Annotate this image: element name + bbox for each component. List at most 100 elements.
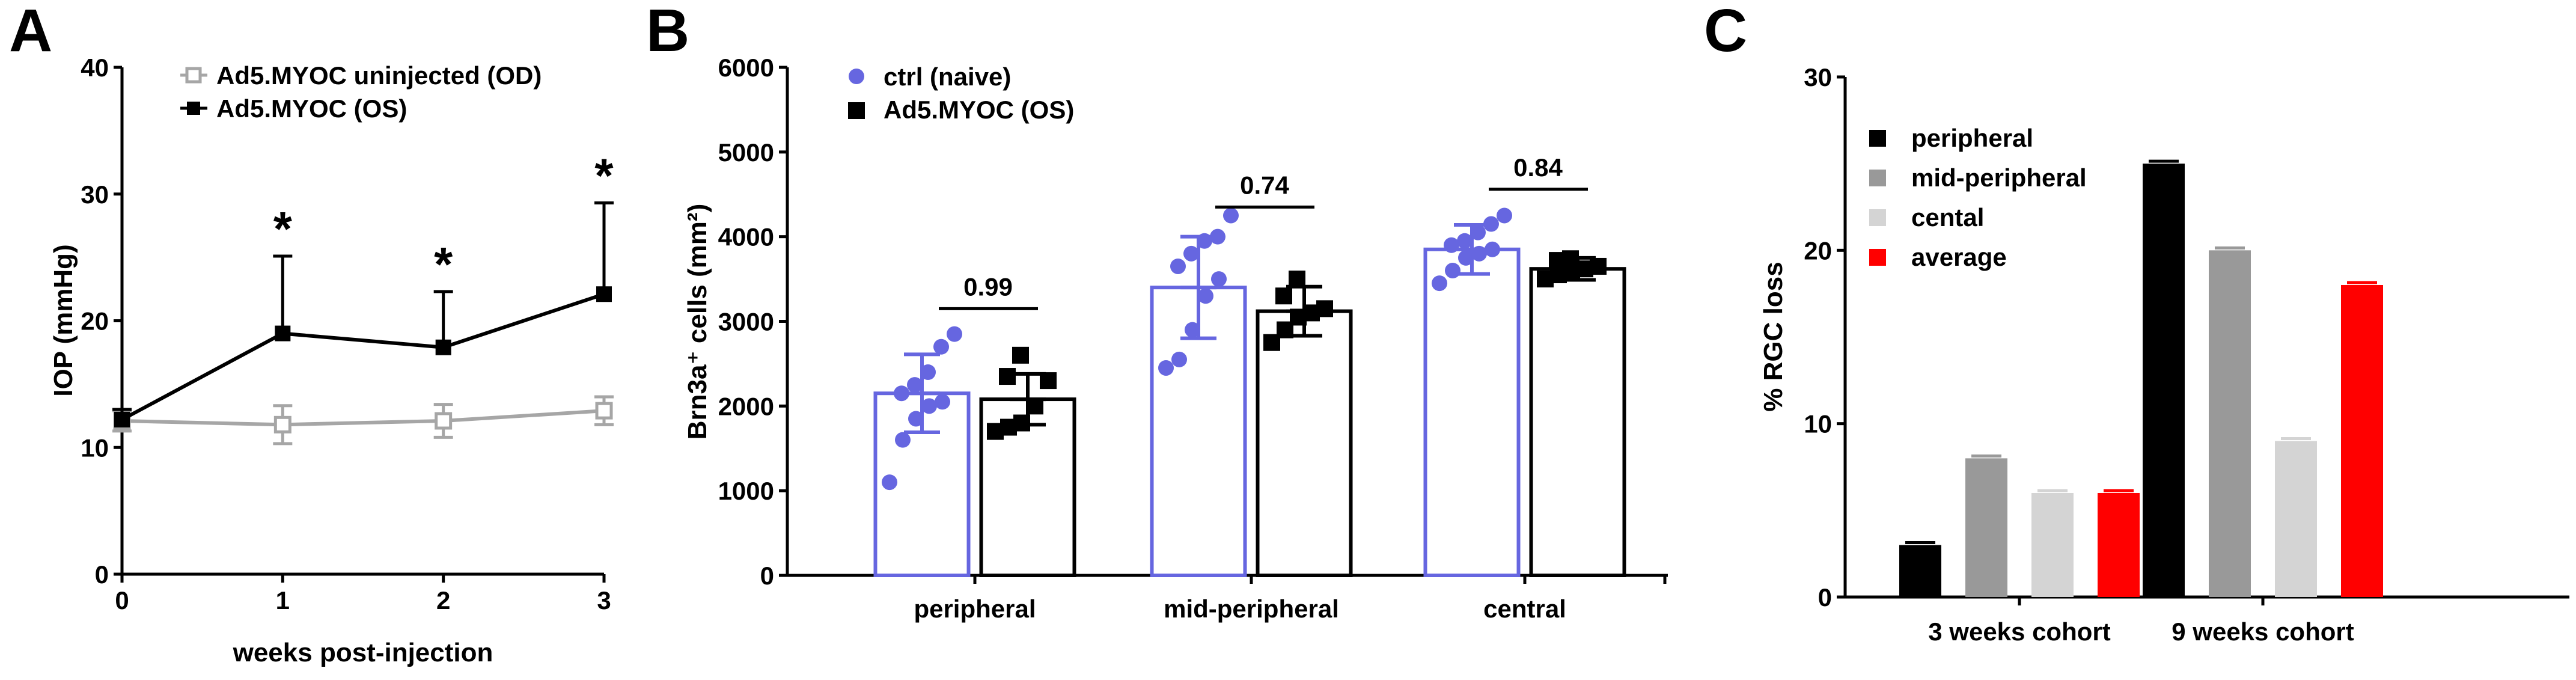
panel-a-significance-star: * [594,149,614,203]
panel-b-x-tick-label: central [1483,595,1566,623]
panel-b-p-value: 0.84 [1513,153,1563,182]
legend-b-os-marker [848,102,865,119]
legend-c-swatch [1869,249,1886,266]
panel-b-bar-os [1529,267,1626,577]
panel-b-point-ctrl [1223,207,1239,224]
panel-a-point-os [275,325,291,342]
panel-b-bars [873,207,1626,577]
panel-c-letter: C [1704,0,1747,64]
panel-a-y-tick-label: 20 [81,307,109,335]
panel-a-x-tick-label: 0 [115,586,129,614]
panel-c-x-tick-label: 3 weeks cohort [1928,617,2110,646]
panel-b-point-ctrl [895,432,911,448]
panel-a-point-os [596,286,612,302]
panel-a-significance-star: * [434,237,453,291]
panel-b-y-tick-label: 0 [760,562,774,590]
panel-b-point-ctrl [1497,207,1512,224]
panel-a-y-axis-title: IOP (mmHg) [49,244,78,396]
panel-c-x-ticks: 3 weeks cohort 9 weeks cohort [1928,597,2354,646]
panel-b-letter: B [646,0,689,64]
panel-a-x-tick-label: 2 [436,586,450,614]
legend-c-swatch [1869,130,1886,147]
panel-a-series [112,201,614,446]
panel-c-bar-average [2341,285,2383,597]
panel-c-y-tick-label: 10 [1804,410,1832,438]
panel-b-p-value: 0.74 [1240,171,1289,199]
panel-b-y-tick-label: 1000 [718,477,774,505]
panel-c-y-ticks: 0 10 20 30 [1804,63,1845,611]
panel-b-y-tick-label: 4000 [718,223,774,251]
panel-a-x-ticks: 0 1 2 3 [115,574,611,614]
panel-b-point-ctrl [1185,322,1200,338]
legend-b-ctrl-label: ctrl (naive) [884,63,1011,91]
panel-b-point-os [999,368,1016,385]
panel-b-legend: ctrl (naive) Ad5.MYOC (OS) [848,63,1074,124]
panel-a-annotations: * * * [273,149,614,292]
panel-b-x-ticks: peripheral mid-peripheral central [914,575,1667,623]
legend-c-label: cental [1911,203,1984,231]
panel-b-point-ctrl [882,474,897,491]
panel-b-point-ctrl [1170,258,1186,274]
panel-a-point-os [435,339,451,355]
panel-a-line-os [121,292,605,421]
panel-b-point-ctrl [1458,250,1474,266]
panel-a-y-ticks: 0 10 20 30 40 [81,54,122,589]
panel-b-point-ctrl [933,338,949,355]
panel-a-legend: Ad5.MYOC uninjected (OD) Ad5.MYOC (OS) [180,61,542,123]
panel-b-point-ctrl [1210,228,1225,245]
panel-b-y-ticks: 0 1000 2000 3000 4000 5000 6000 [718,54,787,590]
panel-a-x-tick-label: 1 [276,586,290,614]
panel-b-point-ctrl [908,411,924,427]
panel-b-point-ctrl [894,385,909,402]
panel-b-y-axis-title: Brn3a⁺ cells (mm²) [683,204,712,440]
panel-c-bar-cental [2275,441,2317,597]
panel-c-bar-chart: C 0 10 20 30 3 weeks cohort 9 weeks cohort %… [1704,0,2569,646]
panel-b-point-ctrl [1183,245,1199,262]
panel-c-y-tick-label: 0 [1818,583,1832,611]
legend-c-label: average [1911,243,2007,271]
panel-a-line-od [121,409,605,427]
panel-a-y-tick-label: 30 [81,180,109,209]
panel-b-point-ctrl [1483,216,1499,232]
panel-c-bar-mid-peripheral [2209,250,2251,597]
panel-b-point-ctrl [921,398,937,414]
panel-b-y-tick-label: 3000 [718,308,774,336]
legend-a-od-marker [185,67,202,84]
panel-c-x-tick-label: 9 weeks cohort [2172,617,2354,646]
legend-c-label: peripheral [1911,124,2033,152]
panel-a-letter: A [9,0,52,64]
panel-b-x-tick-label: peripheral [914,595,1036,623]
panel-b-point-os [1012,346,1029,364]
panel-b-comparisons: 0.99 0.74 0.84 [939,153,1588,310]
panel-a-y-tick-label: 0 [95,560,109,589]
panel-b-point-ctrl [1198,288,1213,304]
panel-a-y-tick-label: 10 [81,433,109,462]
legend-c-label: mid-peripheral [1911,164,2087,192]
panel-b-point-ctrl [907,377,923,393]
legend-c-swatch [1869,170,1886,186]
panel-c-bar-peripheral [2143,164,2185,598]
panel-b-point-ctrl [1485,241,1500,257]
panel-b-point-ctrl [1211,271,1227,287]
panel-c-bar-cental [2031,493,2074,597]
panel-b-p-value: 0.99 [963,272,1013,301]
panel-b-point-ctrl [947,326,962,342]
legend-c-swatch [1869,209,1886,226]
panel-a-significance-star: * [273,202,293,256]
panel-c-y-tick-label: 30 [1804,63,1832,91]
legend-b-os-label: Ad5.MYOC (OS) [884,96,1074,124]
panel-b-y-tick-label: 6000 [718,54,774,82]
panel-b-bar-chart: B 0 1000 2000 3000 4000 5000 6000 peripheral mi… [646,0,1668,623]
panel-a-y-tick-label: 40 [81,54,109,82]
panel-b-point-ctrl [1158,360,1174,376]
panel-b-point-os [1289,271,1305,288]
panel-b-point-ctrl [1457,233,1473,249]
legend-a-od-label: Ad5.MYOC uninjected (OD) [216,61,542,90]
panel-c-bar-average [2098,493,2140,597]
panel-b-point-ctrl [1470,224,1486,240]
panel-c-y-axis-title: % RGC loss [1759,262,1788,411]
legend-b-ctrl-marker [849,69,864,84]
panel-b-bar-ctrl [1423,247,1521,577]
panel-c-bars [1899,159,2383,598]
